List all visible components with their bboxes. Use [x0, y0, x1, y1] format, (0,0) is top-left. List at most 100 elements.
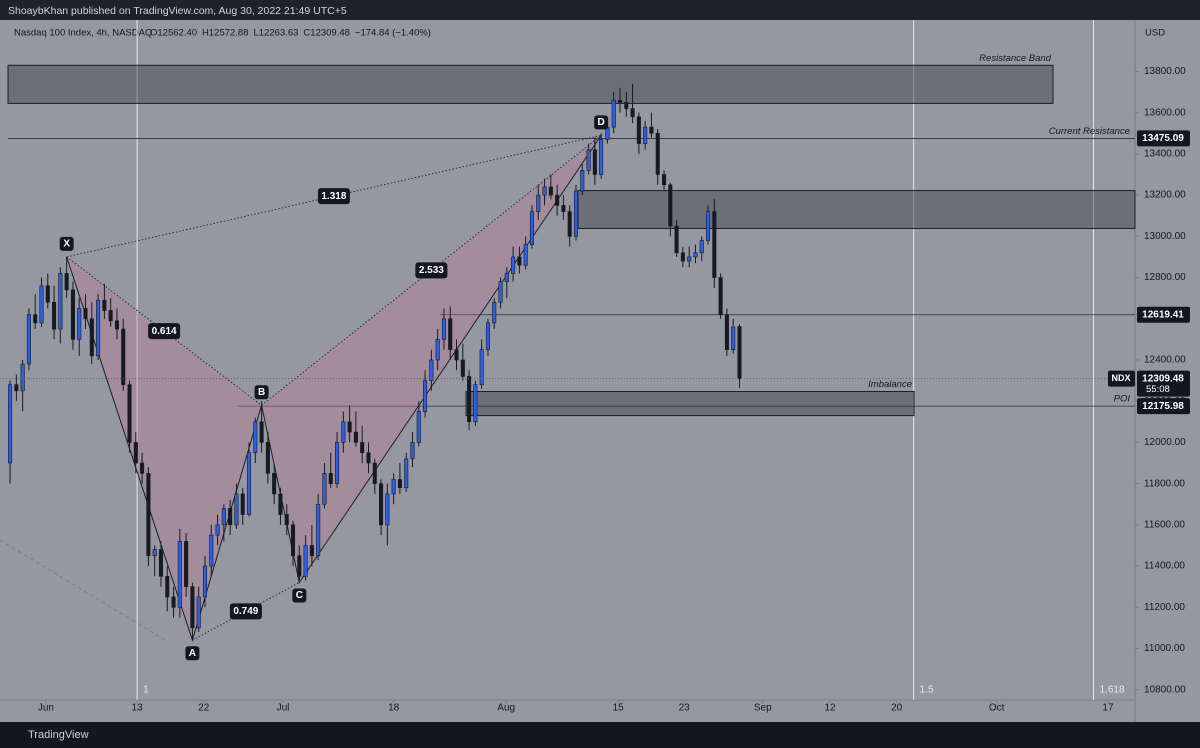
- candle-body: [573, 190, 579, 237]
- candle-body: [404, 458, 409, 489]
- candle-body: [467, 376, 472, 423]
- candle-body: [83, 308, 88, 320]
- candle-body: [586, 149, 591, 171]
- candle-body: [567, 211, 572, 237]
- candle-body: [52, 301, 57, 330]
- footer-brand: TradingView: [28, 729, 89, 741]
- candle-body: [152, 549, 157, 557]
- candle-body: [303, 545, 308, 577]
- candle-body: [215, 524, 220, 536]
- candle-body: [517, 256, 522, 266]
- x-tick-label: 18: [388, 703, 400, 714]
- candle-body: [14, 384, 19, 392]
- fib-time-label: 1.5: [920, 685, 934, 696]
- candle-body: [228, 508, 233, 526]
- y-tick-label: 13800.00: [1144, 66, 1186, 77]
- candle-body: [259, 421, 264, 443]
- candle-body: [347, 421, 352, 433]
- x-tick-label: 12: [824, 703, 836, 714]
- candle-body: [529, 211, 535, 245]
- candle-body: [397, 479, 402, 489]
- candle-body: [699, 240, 704, 254]
- candle-body: [410, 442, 415, 460]
- candle-body: [234, 493, 239, 526]
- candle-body: [127, 384, 132, 443]
- fib-time-label: 1.618: [1099, 685, 1124, 696]
- candle-body: [184, 541, 189, 587]
- candle-body: [693, 252, 698, 258]
- candle-body: [668, 184, 673, 227]
- x-tick-label: 13: [132, 703, 144, 714]
- candle-body: [737, 326, 742, 379]
- candle-body: [624, 102, 629, 109]
- candle-body: [479, 349, 484, 385]
- y-tick-label: 11000.00: [1144, 643, 1185, 654]
- point-bg: [594, 115, 609, 130]
- candle-body: [196, 596, 201, 629]
- candle-body: [504, 273, 509, 282]
- x-tick-label: 17: [1102, 703, 1114, 714]
- ratio-label: 0.614: [152, 326, 177, 337]
- candle-body: [309, 545, 314, 557]
- candle-body: [171, 596, 176, 608]
- legend-value: L12263.63: [254, 28, 299, 39]
- ratio-bg: [415, 262, 448, 279]
- candle-body: [272, 473, 277, 495]
- candle-body: [511, 256, 516, 274]
- price-tag-bg: [1137, 130, 1190, 147]
- countdown: 55:08: [1146, 384, 1170, 395]
- y-tick-label: 11400.00: [1144, 561, 1185, 572]
- chart-title: Nasdaq 100 Index, 4h, NASDAQ: [14, 28, 152, 39]
- candle-body: [372, 462, 377, 484]
- candle-body: [611, 100, 616, 128]
- candle-body: [592, 149, 597, 175]
- ratio-bg: [229, 603, 262, 620]
- candle-body: [423, 380, 428, 412]
- candle-body: [96, 299, 101, 357]
- candle-body: [26, 314, 31, 365]
- price-tag: 13475.09: [1142, 133, 1184, 144]
- candle-body: [649, 126, 654, 134]
- candle-body: [712, 211, 717, 278]
- candle-body: [190, 586, 195, 629]
- price-tag-bg: [1137, 306, 1190, 323]
- candle-body: [441, 318, 446, 340]
- candle-body: [177, 541, 182, 608]
- price-tag: 12619.41: [1142, 309, 1184, 320]
- candle-body: [643, 126, 648, 144]
- y-tick-label: 12400.00: [1144, 355, 1186, 366]
- y-tick-label: 13000.00: [1144, 231, 1186, 242]
- candle-body: [45, 285, 50, 303]
- candle-body: [360, 442, 365, 454]
- x-tick-label: 15: [613, 703, 625, 714]
- candle-body: [133, 442, 138, 464]
- current-price-bg: [1137, 370, 1190, 397]
- candle-body: [687, 256, 692, 262]
- candle-body: [165, 576, 170, 598]
- candle-body: [328, 473, 333, 484]
- candle-body: [284, 514, 289, 526]
- x-tick-label: 20: [891, 703, 903, 714]
- point-bg: [254, 385, 269, 400]
- candle-body: [542, 186, 547, 196]
- candle-body: [240, 493, 245, 515]
- y-tick-label: 11200.00: [1144, 602, 1185, 613]
- y-tick-label: 13400.00: [1144, 149, 1186, 160]
- zone-label: Imbalance: [868, 379, 912, 390]
- candle-body: [661, 174, 667, 186]
- x-tick-label: Aug: [497, 703, 515, 714]
- candle-body: [385, 493, 390, 526]
- candle-body: [498, 281, 503, 303]
- point-bg: [292, 588, 307, 603]
- y-tick-label: 10800.00: [1144, 684, 1186, 695]
- symbol-tag: NDX: [1111, 373, 1130, 383]
- candle-body: [523, 244, 528, 266]
- candle-body: [655, 132, 660, 175]
- candle-body: [121, 328, 126, 385]
- candle-body: [39, 285, 44, 324]
- ratio-bg: [317, 188, 350, 205]
- candle-body: [246, 452, 252, 515]
- candle-body: [114, 320, 119, 330]
- candle-body: [64, 273, 69, 291]
